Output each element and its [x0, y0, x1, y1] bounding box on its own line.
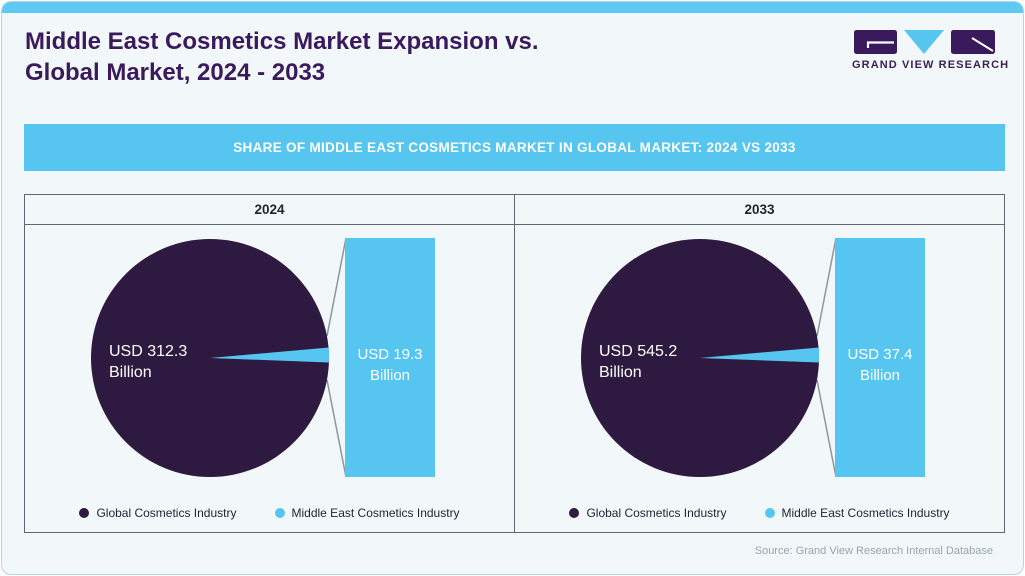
logo-r-block [951, 30, 995, 54]
legend-item-middle-east: Middle East Cosmetics Industry [274, 506, 460, 520]
pie-figure-2024 [91, 237, 435, 478]
callout-line-top [816, 237, 837, 337]
pie-chart-2024: USD 312.3 Billion USD 19.3 Billion [25, 225, 514, 494]
middle-east-legend-label: Middle East Cosmetics Industry [291, 506, 460, 520]
panel-2024-year-header: 2024 [25, 195, 514, 225]
middle-east-value-label: USD 19.3 Billion [357, 346, 423, 384]
middle-east-zoom-bar [835, 238, 925, 477]
global-legend-label: Global Cosmetics Industry [586, 506, 727, 520]
middle-east-zoom-bar [345, 238, 435, 477]
gvr-logo-marks [854, 30, 995, 54]
top-accent-strip [2, 2, 1023, 13]
banner: SHARE OF MIDDLE EAST COSMETICS MARKET IN… [24, 124, 1005, 171]
middle-east-value-label: USD 37.4 Billion [847, 346, 913, 384]
callout-line-bottom [326, 379, 347, 478]
pie-chart-2033: USD 545.2 Billion USD 37.4 Billion [515, 225, 1004, 494]
page-title: Middle East Cosmetics Market Expansion v… [25, 26, 539, 88]
legend-2033: Global Cosmetics Industry Middle East Co… [515, 494, 1004, 532]
grand-view-research-logo: GRAND VIEW RESEARCH [852, 29, 1010, 71]
legend-item-middle-east: Middle East Cosmetics Industry [764, 506, 950, 520]
middle-east-legend-swatch [764, 508, 775, 518]
panel-2033-year-header: 2033 [515, 195, 1004, 225]
middle-east-legend-label: Middle East Cosmetics Industry [781, 506, 950, 520]
pie-figure-2033 [581, 237, 925, 478]
global-value-label: USD 545.2 Billion [599, 343, 678, 381]
page-title-line2: Global Market, 2024 - 2033 [25, 59, 326, 86]
global-legend-label: Global Cosmetics Industry [96, 506, 237, 520]
global-legend-swatch [79, 508, 90, 518]
callout-line-bottom [816, 379, 837, 478]
global-value-label: USD 312.3 Billion [109, 343, 188, 381]
panel-2033: 2033 USD 545.2 Billion USD 37.4 Billion [515, 195, 1004, 532]
page-title-line1: Middle East Cosmetics Market Expansion v… [25, 28, 539, 55]
panel-2024: 2024 USD 312.3 Billion USD 19.3 Billion [25, 195, 515, 532]
logo-v-triangle [904, 30, 944, 54]
legend-item-global: Global Cosmetics Industry [569, 506, 727, 520]
legend-item-global: Global Cosmetics Industry [79, 506, 237, 520]
middle-east-legend-swatch [274, 508, 285, 518]
middle-east-pie-slice [700, 347, 820, 363]
source-note: Source: Grand View Research Internal Dat… [754, 545, 993, 557]
banner-text: SHARE OF MIDDLE EAST COSMETICS MARKET IN… [233, 140, 796, 155]
middle-east-pie-slice [210, 347, 330, 363]
logo-caption: GRAND VIEW RESEARCH [852, 59, 1010, 71]
logo-r-glyph [971, 37, 994, 52]
comparison-panels: 2024 USD 312.3 Billion USD 19.3 Billion [24, 194, 1005, 533]
callout-line-top [326, 237, 347, 337]
legend-2024: Global Cosmetics Industry Middle East Co… [25, 494, 514, 532]
logo-g-glyph [866, 41, 894, 48]
global-legend-swatch [569, 508, 580, 518]
